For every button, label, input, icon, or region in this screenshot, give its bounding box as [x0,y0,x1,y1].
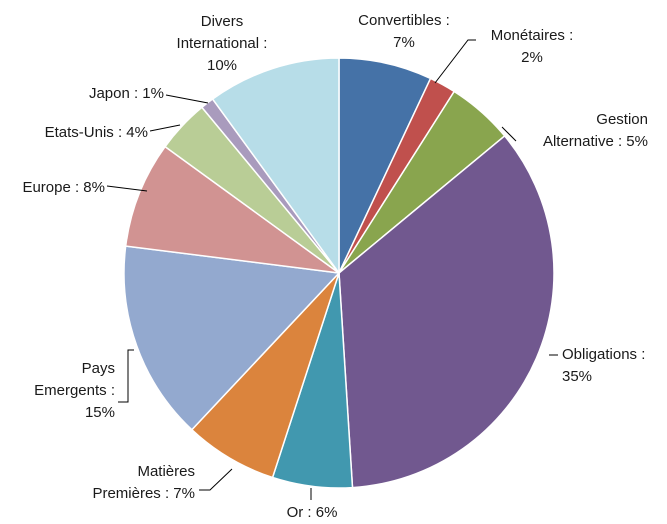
pie-slice-divers-international [211,57,340,276]
slice-label-line: Europe : 8% [22,179,105,196]
leader-line-gestion-alternative [501,126,517,142]
slice-label-japon: Japon : 1% [89,85,164,102]
slice-label-divers-international: Divers International : 10% [177,13,268,74]
slice-label-etats-unis: Etats-Unis : 4% [45,124,148,141]
slice-label-line: Divers [201,13,244,30]
slice-label-line: Japon : 1% [89,85,164,102]
slice-label-gestion-alternative: Gestion Alternative : 5% [543,111,648,150]
slice-label-matieres-premieres: Matières Premières : 7% [92,463,195,502]
slice-label-pays-emergents: Pays Emergents : 15% [34,360,115,421]
slice-label-line: Obligations : [562,346,645,363]
slice-label-line: Or : 6% [287,504,338,521]
slice-label-line: Etats-Unis : 4% [45,124,148,141]
slice-label-line: Gestion [596,111,648,128]
leader-line-pays-emergents [118,349,134,403]
leader-line-monetaires [434,39,476,84]
slice-label-line: 15% [85,404,115,421]
slice-label-line: 35% [562,368,592,385]
slice-label-line: Alternative : 5% [543,133,648,150]
pie-slice-pays-emergents [123,245,341,431]
leader-lines [106,39,558,500]
slice-label-europe: Europe : 8% [22,179,105,196]
slice-label-or: Or : 6% [287,504,338,521]
slice-labels: Convertibles : 7% Monétaires : 2% Gestion Alt… [22,12,648,521]
leader-line-japon [165,94,209,104]
slice-label-line: 10% [207,57,237,74]
pie-slice-obligations [338,134,555,489]
slice-label-line: International : [177,35,268,52]
slice-label-line: Monétaires : [491,27,574,44]
slice-label-line: Pays [82,360,115,377]
slice-label-line: Convertibles : [358,12,450,29]
slice-label-line: 2% [521,49,543,66]
leader-line-europe [106,185,148,192]
slice-label-convertibles: Convertibles : 7% [358,12,450,51]
leader-line-etats-unis [149,124,181,132]
slice-label-obligations: Obligations : 35% [562,346,645,385]
slice-label-line: Premières : 7% [92,485,195,502]
leader-line-matieres-premieres [199,468,233,491]
slice-label-line: Matières [137,463,195,480]
pie-slices [123,57,555,489]
pie-slice-europe [124,145,340,274]
slice-label-monetaires: Monétaires : 2% [491,27,574,66]
slice-label-line: 7% [393,34,415,51]
slice-label-line: Emergents : [34,382,115,399]
